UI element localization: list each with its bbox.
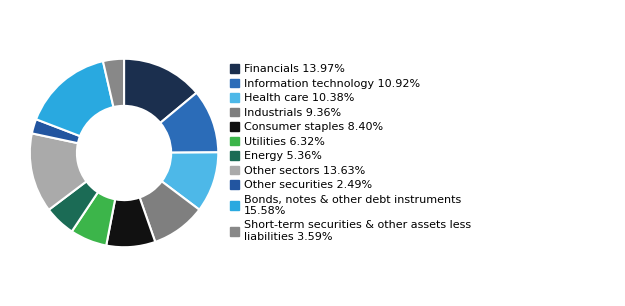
Wedge shape — [30, 133, 86, 210]
Wedge shape — [72, 192, 115, 245]
Wedge shape — [124, 59, 196, 123]
Wedge shape — [139, 181, 199, 242]
Wedge shape — [103, 59, 124, 107]
Wedge shape — [162, 152, 218, 210]
Wedge shape — [32, 119, 80, 143]
Wedge shape — [49, 181, 98, 231]
Legend: Financials 13.97%, Information technology 10.92%, Health care 10.38%, Industrial: Financials 13.97%, Information technolog… — [229, 63, 472, 243]
Wedge shape — [36, 61, 114, 136]
Wedge shape — [106, 197, 155, 247]
Wedge shape — [160, 93, 218, 153]
